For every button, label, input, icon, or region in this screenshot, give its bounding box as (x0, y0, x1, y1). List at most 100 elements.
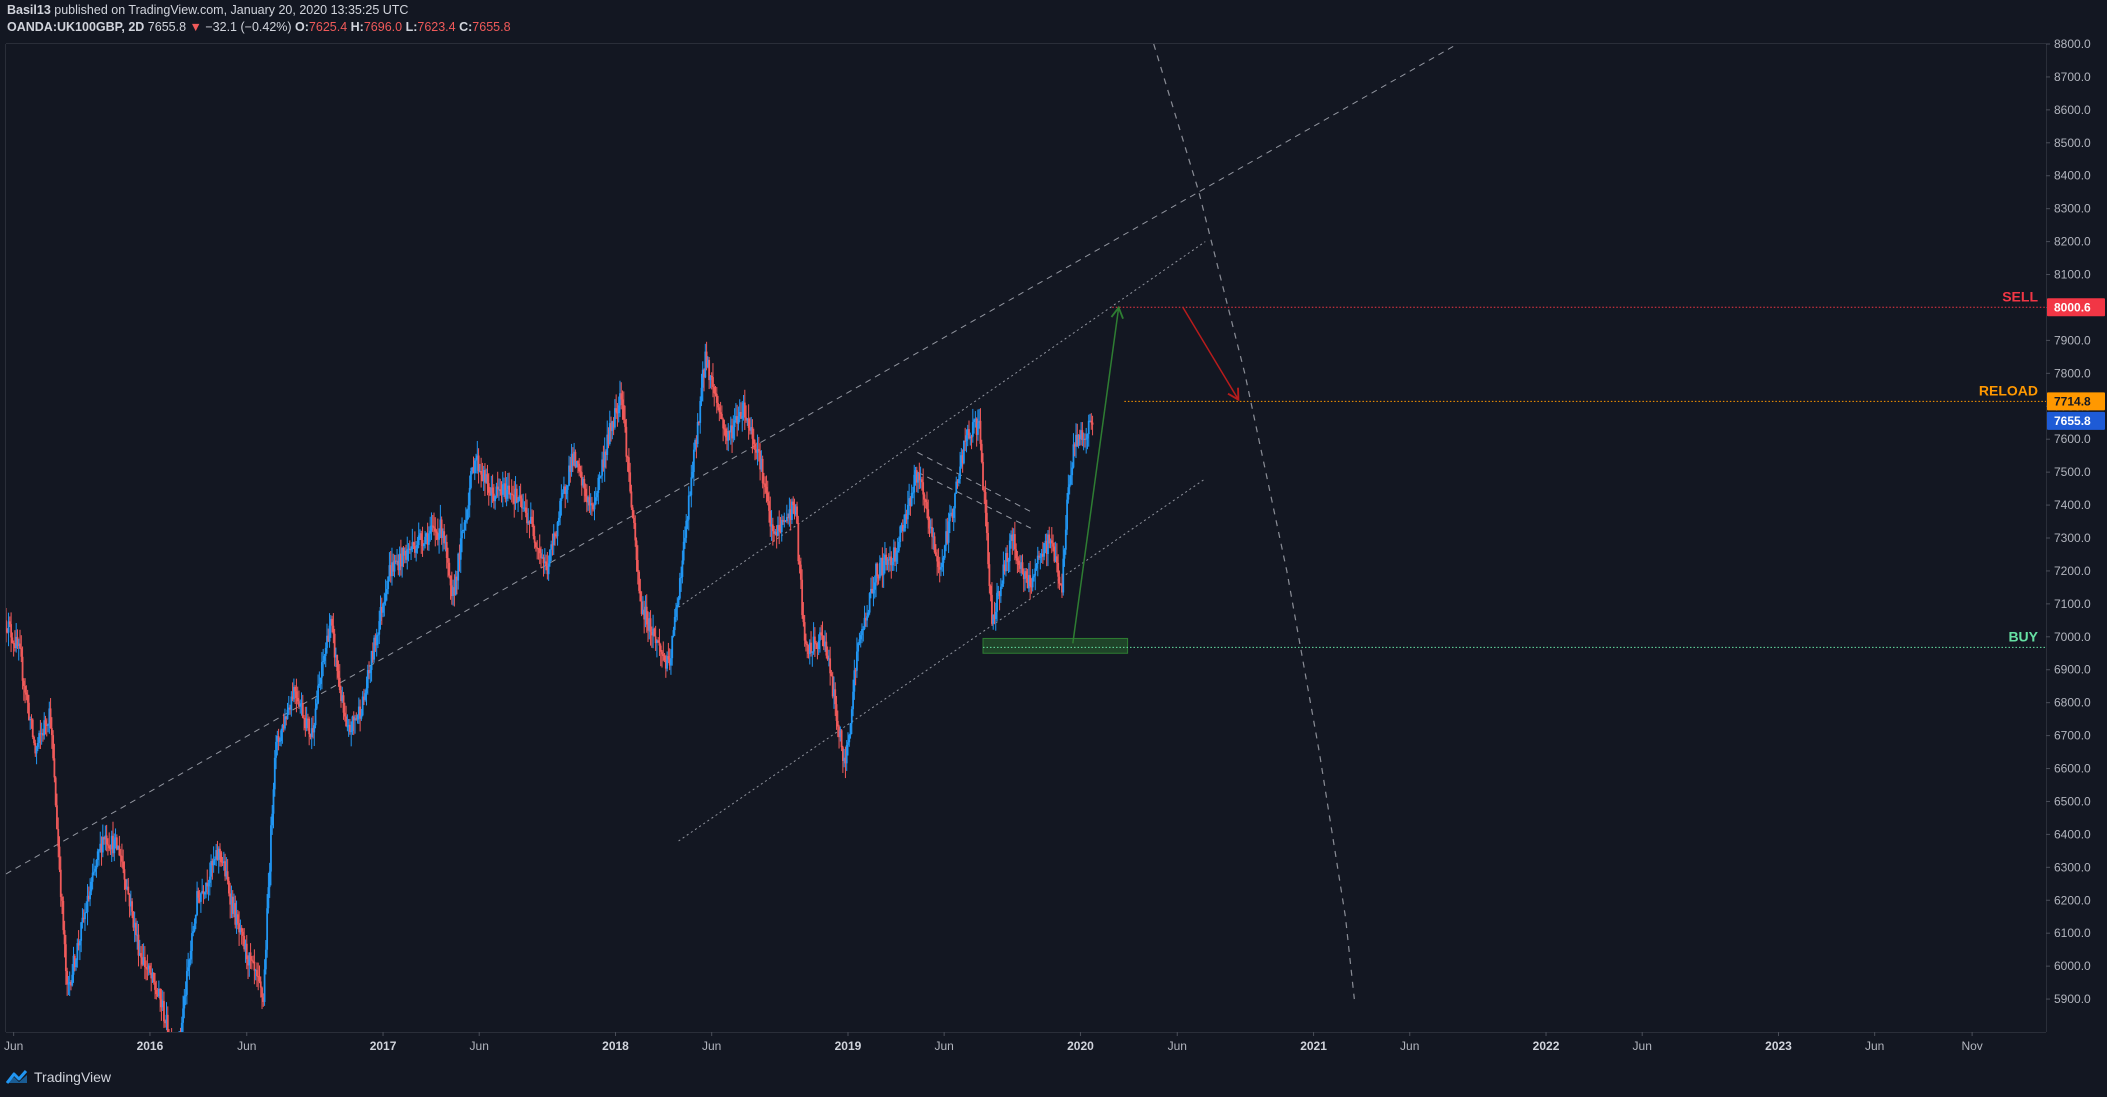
candle-body (868, 593, 871, 613)
symbol-info: OANDA:UK100GBP, 2D 7655.8 ▼ −32.1 (−0.42… (7, 20, 511, 34)
candle-body (286, 709, 289, 720)
candle-body (10, 624, 12, 638)
candle-body (225, 871, 228, 877)
candle-body (239, 927, 242, 933)
candle-body (434, 528, 437, 532)
candle-body (73, 955, 76, 968)
candle-body (291, 696, 294, 700)
candle-body (210, 861, 212, 877)
candle-body (801, 579, 804, 616)
candle-body (445, 541, 448, 559)
candle-body (206, 882, 209, 887)
candle-body (349, 724, 351, 732)
candle-body (917, 473, 919, 483)
author-name[interactable]: Basil13 (7, 3, 51, 17)
candle-body (959, 466, 961, 479)
candle-body (496, 486, 499, 490)
candle-body (640, 601, 643, 614)
candle-body (629, 472, 632, 492)
candle-body (322, 660, 325, 663)
candle-body (373, 637, 376, 660)
candle-body (226, 871, 229, 881)
candle-body (864, 617, 867, 621)
candle-body (25, 692, 28, 695)
price-tag-last-bg (2047, 411, 2105, 430)
candle-body (602, 459, 605, 468)
candle-body (189, 950, 192, 960)
candle-body (40, 733, 43, 735)
candle-body (183, 996, 186, 1009)
candle-body (1059, 583, 1062, 585)
candle-body (844, 757, 847, 764)
candle-body (138, 953, 141, 956)
y-tick-label: 7600.0 (2054, 432, 2091, 446)
candle-body (706, 359, 709, 368)
candle-body (941, 563, 944, 568)
candle-body (91, 872, 94, 882)
candle-body (298, 701, 300, 707)
candle-body (436, 532, 439, 540)
candle-body (922, 482, 925, 495)
candle-body (659, 645, 662, 652)
candle-body (410, 549, 412, 551)
candle-body (678, 578, 681, 599)
candle-body (135, 922, 137, 935)
candle-body (859, 635, 862, 640)
candle-body (1053, 546, 1056, 562)
candle-body (290, 696, 293, 710)
candle-body (777, 524, 779, 536)
candle-body (137, 934, 140, 956)
candle-body (145, 967, 148, 969)
candle-body (110, 835, 113, 850)
published-text: published on TradingView.com, January 20… (54, 3, 409, 17)
candle-body (462, 529, 465, 532)
candle-body (783, 520, 786, 522)
candle-body (915, 470, 918, 483)
candle-body (592, 504, 595, 510)
candle-body (306, 718, 309, 720)
y-tick-label: 8300.0 (2054, 202, 2091, 216)
candle-body (559, 500, 562, 518)
candle-body (1016, 558, 1019, 561)
candle-body (228, 880, 230, 894)
candle-body (191, 933, 193, 951)
change-value: −32.1 (−0.42%) (205, 20, 292, 34)
candle-body (324, 647, 327, 656)
tradingview-brand[interactable]: TradingView (6, 1069, 111, 1085)
candle-body (233, 903, 235, 914)
candle-body (272, 789, 275, 814)
candle-body (1087, 420, 1090, 435)
candle-body (294, 686, 297, 692)
candle-body (984, 491, 987, 513)
candle-body (968, 429, 970, 439)
candle-body (793, 505, 796, 515)
symbol-name[interactable]: OANDA:UK100GBP, 2D (7, 20, 145, 34)
candle-body (457, 553, 460, 581)
candle-body (624, 419, 626, 427)
candle-body (789, 509, 792, 520)
candle-body (146, 968, 149, 970)
candle-body (267, 887, 270, 909)
candle-body (123, 869, 126, 880)
candle-body (370, 650, 373, 670)
candle-body (499, 489, 502, 492)
candle-body (556, 522, 559, 537)
candle-body (791, 501, 793, 520)
candle-body (312, 728, 314, 733)
candle-body (631, 507, 634, 518)
candle-body (798, 561, 801, 565)
candle-body (398, 553, 401, 571)
y-tick-label: 5900.0 (2054, 992, 2091, 1006)
candle-body (892, 547, 895, 562)
x-tick-label: Jun (470, 1039, 489, 1053)
candle-body (615, 408, 618, 413)
y-tick-label: 8700.0 (2054, 70, 2091, 84)
candle-body (839, 730, 842, 738)
candle-body (845, 744, 848, 764)
candle-body (1063, 549, 1066, 559)
candle-body (89, 891, 91, 900)
candle-body (531, 516, 533, 524)
price-tag-last: 7655.8 (2054, 414, 2091, 428)
candle-body (625, 426, 628, 457)
